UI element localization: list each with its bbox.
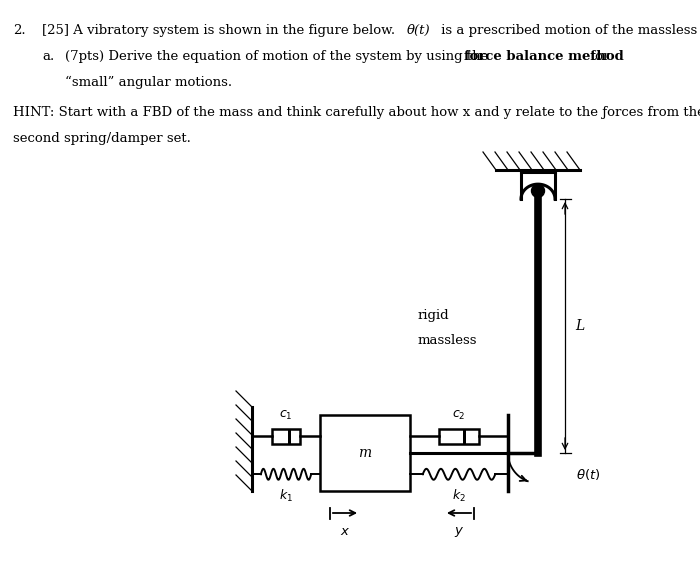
Text: (7pts) Derive the equation of motion of the system by using the: (7pts) Derive the equation of motion of … [65,50,493,63]
Text: $k_2$: $k_2$ [452,488,466,504]
Text: massless: massless [418,334,477,346]
Text: 2.: 2. [13,24,26,37]
Text: m: m [358,446,372,460]
Text: a.: a. [42,50,55,63]
Text: HINT: Start with a FBD of the mass and think carefully about how x and y relate : HINT: Start with a FBD of the mass and t… [13,106,700,119]
Text: for: for [586,50,610,63]
Text: “small” angular motions.: “small” angular motions. [65,76,232,89]
Circle shape [531,184,545,197]
Text: rigid: rigid [418,310,449,323]
Text: second spring/damper set.: second spring/damper set. [13,132,191,145]
Text: $k_1$: $k_1$ [279,488,293,504]
Text: θ(t): θ(t) [407,24,430,37]
Text: $x$: $x$ [340,525,350,538]
Text: $y$: $y$ [454,525,464,539]
Text: $\theta(t)$: $\theta(t)$ [576,467,601,482]
Bar [320,415,410,491]
Text: L: L [575,319,584,333]
Text: [25] A vibratory system is shown in the figure below.: [25] A vibratory system is shown in the … [42,24,398,37]
Text: is a prescribed motion of the massless link.: is a prescribed motion of the massless l… [437,24,700,37]
Text: $c_1$: $c_1$ [279,409,293,422]
Bar [272,429,300,444]
Text: force balance method: force balance method [464,50,624,63]
Text: $c_2$: $c_2$ [452,409,466,422]
Bar [440,429,479,444]
